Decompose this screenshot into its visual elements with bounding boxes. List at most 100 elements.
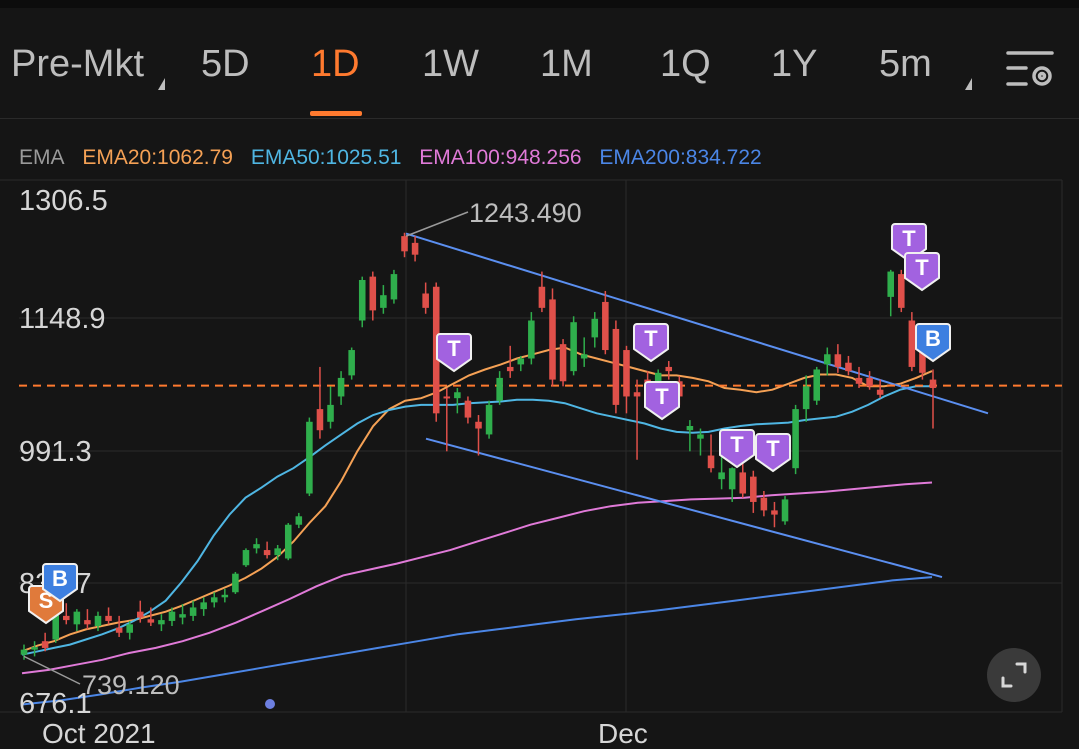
candle-body[interactable] xyxy=(232,573,239,593)
candle-body[interactable] xyxy=(855,377,863,384)
candle-body[interactable] xyxy=(570,322,577,372)
candle-body[interactable] xyxy=(602,301,609,351)
candle-body[interactable] xyxy=(147,619,155,623)
candle-body[interactable] xyxy=(528,320,535,359)
candle-body[interactable] xyxy=(253,544,260,549)
tab-5m[interactable]: 5m xyxy=(879,43,932,85)
tab-1q[interactable]: 1Q xyxy=(660,43,711,85)
candle-body[interactable] xyxy=(728,468,736,490)
candle-body[interactable] xyxy=(898,274,905,308)
candle-body[interactable] xyxy=(168,611,176,621)
candle-body[interactable] xyxy=(834,354,842,367)
tab-5d[interactable]: 5D xyxy=(201,43,250,85)
chevron-down-icon[interactable] xyxy=(965,78,972,90)
candle-body[interactable] xyxy=(866,377,873,387)
candle-body[interactable] xyxy=(126,624,133,633)
candle-body[interactable] xyxy=(781,499,789,522)
candle-body[interactable] xyxy=(179,614,186,618)
candle-body[interactable] xyxy=(158,620,165,625)
candle-body[interactable] xyxy=(380,295,387,308)
candle-body[interactable] xyxy=(612,328,620,405)
candle-body[interactable] xyxy=(443,396,451,399)
candle-body[interactable] xyxy=(506,366,514,372)
tab-1w[interactable]: 1W xyxy=(422,43,479,85)
candle-body[interactable] xyxy=(115,627,123,633)
candle-body[interactable] xyxy=(41,641,49,648)
candle-body[interactable] xyxy=(771,510,778,515)
candle-body[interactable] xyxy=(189,607,197,616)
candle-body[interactable] xyxy=(908,320,916,367)
candle-body[interactable] xyxy=(739,472,747,494)
trade-marker[interactable]: T xyxy=(644,381,680,421)
candle-body[interactable] xyxy=(73,611,81,625)
candle-body[interactable] xyxy=(63,615,70,621)
candle-body[interactable] xyxy=(411,242,419,255)
candle-body[interactable] xyxy=(348,350,355,376)
trade-marker[interactable]: T xyxy=(436,333,472,373)
candle-body[interactable] xyxy=(580,354,588,359)
candle-body[interactable] xyxy=(31,647,38,650)
candle-body[interactable] xyxy=(559,344,567,382)
event-dot[interactable] xyxy=(265,699,275,709)
candle-body[interactable] xyxy=(929,379,937,389)
chevron-down-icon[interactable] xyxy=(158,78,165,90)
candle-body[interactable] xyxy=(792,409,799,469)
trade-marker[interactable]: T xyxy=(755,433,791,473)
candle-body[interactable] xyxy=(464,400,472,418)
candle-body[interactable] xyxy=(274,548,281,556)
candle-body[interactable] xyxy=(591,318,599,338)
buy-marker[interactable]: B xyxy=(915,323,951,363)
candle-body[interactable] xyxy=(337,377,345,397)
candle-body[interactable] xyxy=(845,362,852,372)
candle-body[interactable] xyxy=(52,613,59,640)
candle-body[interactable] xyxy=(813,369,821,401)
candle-body[interactable] xyxy=(517,358,525,365)
candle-body[interactable] xyxy=(475,421,482,429)
candle-body[interactable] xyxy=(718,472,725,480)
candle-body[interactable] xyxy=(538,286,546,308)
candle-body[interactable] xyxy=(20,649,28,655)
candle-body[interactable] xyxy=(84,620,91,625)
candle-body[interactable] xyxy=(824,354,831,365)
candle-body[interactable] xyxy=(316,409,324,431)
candle-body[interactable] xyxy=(327,404,334,422)
candle-body[interactable] xyxy=(697,434,704,439)
trade-marker[interactable]: T xyxy=(719,429,755,469)
tab-pre-mkt[interactable]: Pre-Mkt xyxy=(11,43,144,85)
buy-marker[interactable]: B xyxy=(42,563,78,603)
trade-marker[interactable]: T xyxy=(633,323,669,363)
candle-body[interactable] xyxy=(358,280,366,321)
candle-body[interactable] xyxy=(263,550,271,556)
candle-body[interactable] xyxy=(94,615,102,627)
candle-body[interactable] xyxy=(876,389,884,395)
candle-body[interactable] xyxy=(665,366,673,372)
candle-body[interactable] xyxy=(496,377,503,401)
candle-body[interactable] xyxy=(295,516,303,525)
candle-body[interactable] xyxy=(221,594,229,598)
tab-1d[interactable]: 1D xyxy=(311,43,360,85)
trade-marker[interactable]: T xyxy=(904,252,940,292)
candle-body[interactable] xyxy=(306,421,313,494)
candle-body[interactable] xyxy=(760,497,768,511)
candle-body[interactable] xyxy=(105,615,112,621)
candle-body[interactable] xyxy=(707,455,715,469)
candle-body[interactable] xyxy=(242,550,250,566)
fullscreen-button[interactable] xyxy=(987,648,1041,702)
candle-body[interactable] xyxy=(750,476,757,502)
candle-body[interactable] xyxy=(549,299,556,380)
candle-body[interactable] xyxy=(485,404,493,435)
candle-body[interactable] xyxy=(369,276,377,311)
tab-1y[interactable]: 1Y xyxy=(771,43,818,85)
candle-body[interactable] xyxy=(284,524,292,559)
ema-legend[interactable]: EMA EMA20:1062.79 EMA50:1025.51 EMA100:9… xyxy=(19,146,774,170)
candle-body[interactable] xyxy=(802,386,810,410)
candle-body[interactable] xyxy=(401,236,408,252)
candle-body[interactable] xyxy=(390,274,398,300)
candle-body[interactable] xyxy=(454,392,461,399)
candle-body[interactable] xyxy=(422,293,429,308)
candle-body[interactable] xyxy=(200,602,207,610)
tab-1m[interactable]: 1M xyxy=(540,43,593,85)
chart-settings-icon[interactable] xyxy=(1004,48,1058,92)
candle-body[interactable] xyxy=(686,425,694,431)
